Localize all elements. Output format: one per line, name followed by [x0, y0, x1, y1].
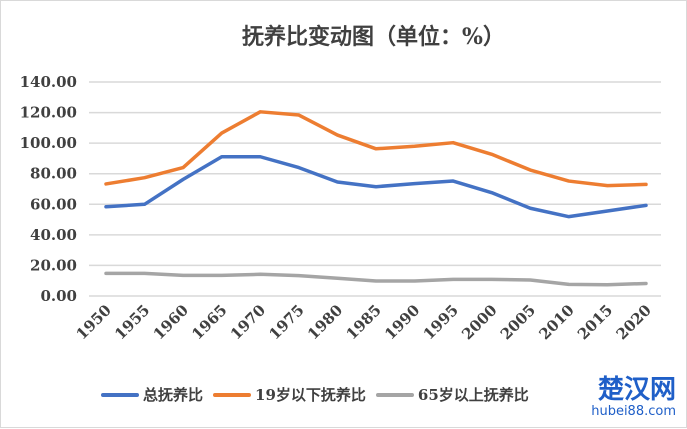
y-tick-label: 40.00 [30, 226, 77, 244]
y-tick-label: 0.00 [40, 287, 77, 305]
y-tick-label: 120.00 [20, 104, 77, 122]
series-line-0 [104, 154, 648, 219]
legend: 总抚养比 19岁以下抚养比 65岁以上抚养比 [101, 384, 529, 405]
x-tick-label: 1980 [304, 301, 346, 343]
watermark-logo: 楚汉网 hubei88.com [591, 375, 676, 419]
x-tick-label: 1960 [150, 301, 192, 343]
x-tick-label: 2010 [535, 301, 577, 343]
y-tick-label: 20.00 [30, 256, 77, 274]
legend-item: 65岁以上抚养比 [375, 384, 529, 405]
y-tick-label: 140.00 [20, 73, 77, 91]
legend-item: 总抚养比 [101, 384, 203, 405]
chart-title: 抚养比变动图（单位：%） [242, 24, 505, 50]
legend-label: 总抚养比 [143, 386, 204, 404]
series-line-1 [104, 110, 648, 188]
x-tick-label: 1985 [343, 301, 385, 343]
x-tick-label: 2015 [574, 301, 616, 343]
series-line-2 [104, 271, 648, 287]
legend-label: 65岁以上抚养比 [417, 386, 529, 404]
legend-item: 19岁以下抚养比 [213, 384, 366, 405]
x-tick-label: 1975 [265, 301, 307, 343]
x-tick-label: 1955 [111, 301, 153, 343]
legend-swatch [375, 392, 414, 397]
x-tick-label: 2005 [497, 301, 539, 343]
x-tick-label: 1950 [73, 301, 115, 343]
x-tick-label: 1965 [188, 301, 230, 343]
legend-swatch [101, 392, 139, 397]
legend-label: 19岁以下抚养比 [255, 386, 366, 404]
y-tick-label: 80.00 [30, 165, 77, 183]
x-tick-label: 1995 [420, 301, 462, 343]
x-tick-label: 2020 [613, 301, 655, 343]
x-tick-label: 1990 [381, 301, 423, 343]
y-tick-label: 100.00 [20, 134, 77, 152]
y-tick-label: 60.00 [30, 195, 77, 213]
legend-swatch [213, 392, 252, 397]
x-tick-label: 2000 [458, 301, 500, 343]
x-tick-label: 1970 [227, 301, 269, 343]
